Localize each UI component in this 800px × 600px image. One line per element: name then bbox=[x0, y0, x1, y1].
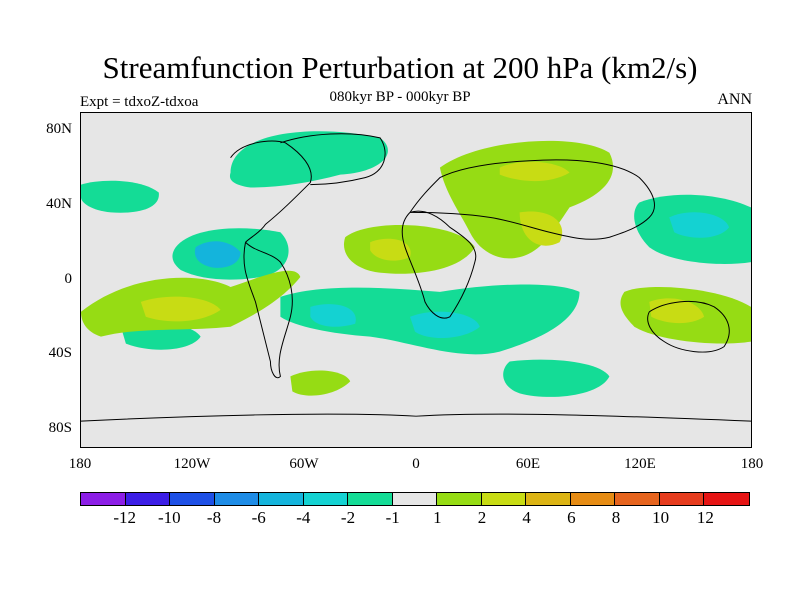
colorbar-swatch bbox=[437, 493, 482, 505]
colorbar-swatch bbox=[125, 493, 171, 505]
colorbar-label: 10 bbox=[652, 508, 670, 527]
colorbar-swatch bbox=[659, 493, 705, 505]
colorbar-swatch bbox=[704, 493, 749, 505]
colorbar-swatch bbox=[214, 493, 260, 505]
lon-tick-60w: 60W bbox=[289, 456, 319, 472]
coast-antarctica bbox=[81, 413, 751, 422]
lon-tick-0: 0 bbox=[412, 456, 420, 472]
colorbar-label: -12 bbox=[113, 508, 136, 527]
streamfunction-map bbox=[80, 112, 752, 448]
south-asia-core bbox=[519, 211, 563, 246]
plot-subtitle: 080kyr BP - 000kyr BP bbox=[329, 89, 471, 105]
colorbar-label: -6 bbox=[251, 508, 266, 527]
colorbar-label: -2 bbox=[340, 508, 356, 527]
eurasia-positive bbox=[439, 140, 614, 259]
colorbar-label: -10 bbox=[157, 508, 181, 527]
south-pacific-core bbox=[140, 296, 221, 322]
coast-south-america bbox=[243, 241, 293, 379]
africa-core bbox=[370, 238, 411, 261]
north-pacific-negative bbox=[81, 180, 159, 213]
south-atlantic-positive bbox=[290, 370, 351, 396]
lon-tick-120e: 120E bbox=[624, 456, 656, 472]
coast-africa bbox=[401, 210, 477, 319]
lat-tick-40n: 40N bbox=[46, 196, 72, 212]
lon-tick-120w: 120W bbox=[173, 456, 211, 472]
south-atlantic-core bbox=[310, 304, 356, 327]
eurasia-core bbox=[499, 161, 570, 182]
colorbar-label: 2 bbox=[477, 508, 487, 527]
colorbar-label: -4 bbox=[296, 508, 311, 527]
colorbar-swatch bbox=[392, 493, 438, 505]
lon-tick-180e: 180 bbox=[740, 456, 764, 472]
coast-canada-greenland bbox=[280, 133, 386, 186]
southern-indian-negative bbox=[503, 359, 610, 397]
plot-title: Streamfunction Perturbation at 200 hPa (… bbox=[102, 50, 698, 85]
colorbar-swatch bbox=[81, 493, 126, 505]
colorbar-swatch bbox=[481, 493, 527, 505]
tropical-pacific-core bbox=[194, 241, 241, 268]
experiment-label: Expt = tdxoZ-tdxoa bbox=[80, 94, 199, 110]
lat-tick-80s: 80S bbox=[48, 420, 72, 436]
colorbar-label: -8 bbox=[206, 508, 222, 527]
colorbar-label: 12 bbox=[696, 508, 714, 527]
indian-ocean-core bbox=[410, 311, 480, 338]
west-pacific-core bbox=[669, 212, 730, 238]
colorbar-swatch bbox=[348, 493, 393, 505]
colorbar-label: 1 bbox=[433, 508, 442, 527]
coast-eurasia bbox=[409, 159, 655, 240]
colorbar-swatch bbox=[570, 493, 616, 505]
colorbar-label: -1 bbox=[385, 508, 400, 527]
season-label: ANN bbox=[717, 91, 752, 108]
colorbar-swatch bbox=[170, 493, 215, 505]
lat-tick-40s: 40S bbox=[48, 345, 72, 361]
colorbar-label: 8 bbox=[611, 508, 621, 527]
lat-tick-80n: 80N bbox=[46, 121, 72, 137]
colorbar-swatch bbox=[615, 493, 660, 505]
coast-north-america bbox=[230, 140, 312, 243]
lon-tick-60e: 60E bbox=[515, 456, 541, 472]
colorbar-swatch bbox=[526, 493, 571, 505]
colorbar-label: 4 bbox=[522, 508, 531, 527]
coastlines bbox=[81, 133, 751, 422]
colorbar bbox=[80, 492, 750, 506]
contour-fields bbox=[81, 131, 751, 397]
australia-core bbox=[649, 298, 705, 324]
colorbar-swatch bbox=[259, 493, 304, 505]
colorbar-swatch bbox=[303, 493, 349, 505]
lat-tick-0: 0 bbox=[64, 271, 73, 287]
coast-australia bbox=[647, 301, 730, 353]
lon-tick-180w: 180 bbox=[68, 456, 92, 472]
north-america-negative bbox=[229, 131, 388, 188]
colorbar-label: 6 bbox=[567, 508, 576, 527]
